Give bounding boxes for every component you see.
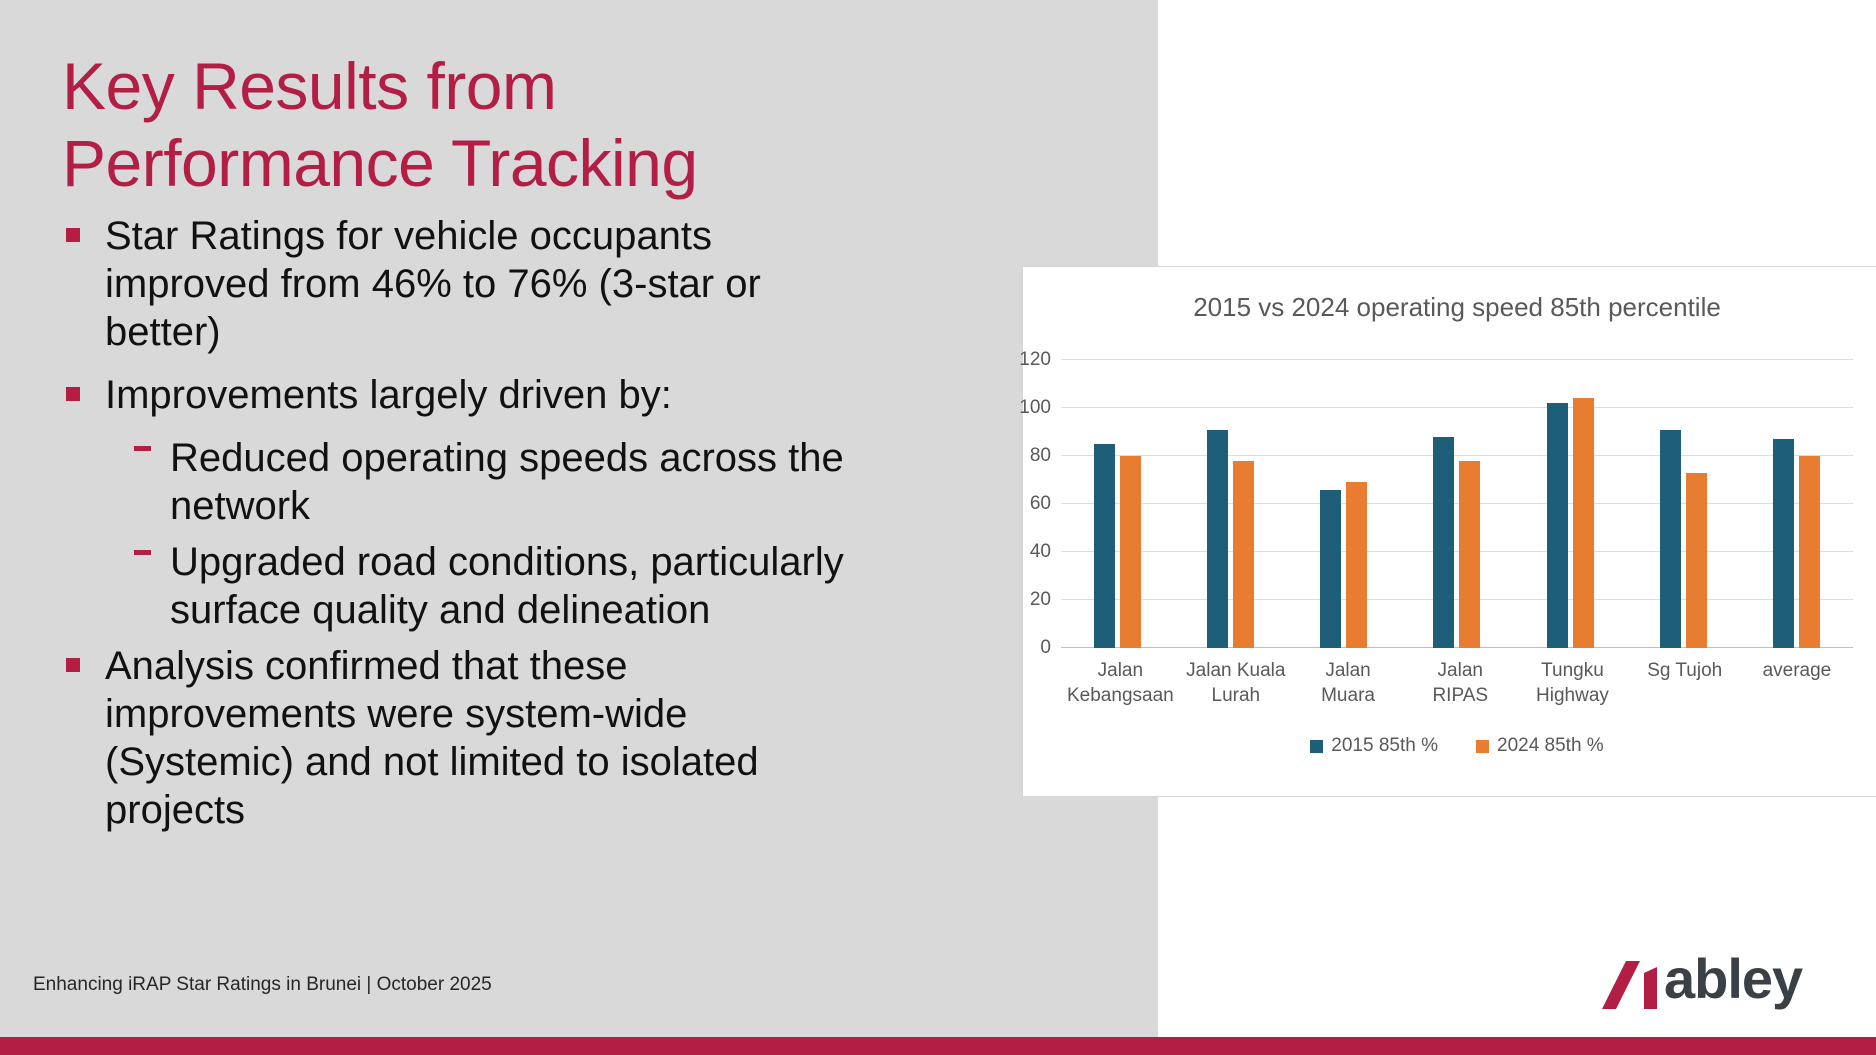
- x-axis-category-label: Jalan Kebangsaan: [1067, 660, 1174, 706]
- bottom-accent-bar: [0, 1037, 1876, 1055]
- x-axis-category-label: average: [1762, 660, 1832, 681]
- bar-group: [1740, 360, 1853, 648]
- bullet-text: Reduced operating speeds across the netw…: [170, 436, 844, 528]
- footer-text: Enhancing iRAP Star Ratings in Brunei | …: [33, 974, 492, 995]
- sub-bullet-item: Reduced operating speeds across the netw…: [62, 434, 872, 530]
- bar-2015: [1772, 439, 1794, 648]
- legend-item: 2024 85th %: [1476, 735, 1604, 757]
- abley-logo-mark-icon: [1602, 961, 1657, 1009]
- slide-title-line-1: Key Results from: [62, 49, 557, 123]
- gridline: 40: [1030, 542, 1853, 561]
- legend-label: 2024 85th %: [1497, 735, 1604, 756]
- y-axis-tick-label: 40: [1029, 541, 1051, 562]
- abley-logo-text: abley: [1664, 947, 1803, 1010]
- legend-swatch: [1476, 739, 1489, 753]
- bar-group: [1400, 360, 1513, 648]
- slide-left-background: [0, 0, 1158, 1037]
- bullet-square-marker: [66, 658, 80, 672]
- y-axis-tick-label: 20: [1029, 589, 1051, 610]
- gridline: 60: [1030, 494, 1853, 513]
- bar-2024: [1572, 398, 1594, 648]
- bar-2024: [1346, 482, 1368, 648]
- slide-title: Key Results from Performance Tracking: [62, 48, 698, 202]
- sub-bullet-item: Upgraded road conditions, particularly s…: [62, 538, 872, 634]
- bar-2015: [1207, 429, 1229, 648]
- bullet-list: Star Ratings for vehicle occupants impro…: [62, 212, 872, 849]
- legend-item: 2015 85th %: [1310, 735, 1438, 757]
- bar-2015: [1094, 444, 1116, 648]
- y-axis-tick-label: 80: [1029, 445, 1051, 466]
- gridline: 100: [1019, 398, 1853, 417]
- bar-group: [1174, 360, 1287, 648]
- bar-2024: [1685, 472, 1707, 648]
- bar-2024: [1233, 460, 1255, 648]
- gridline: 0: [1040, 638, 1853, 657]
- bullet-text: Star Ratings for vehicle occupants impro…: [105, 214, 761, 354]
- bar-groups: [1061, 360, 1853, 648]
- bullet-item: Improvements largely driven by:: [62, 371, 872, 419]
- bar-2015: [1659, 429, 1681, 648]
- bar-2015: [1320, 489, 1342, 648]
- gridline: 80: [1030, 446, 1853, 465]
- bullet-square-marker: [66, 228, 80, 242]
- slide-title-line-2: Performance Tracking: [62, 126, 698, 200]
- y-axis-tick-label: 60: [1029, 493, 1051, 514]
- chart-title: 2015 vs 2024 operating speed 85th percen…: [1193, 292, 1721, 322]
- bar-2024: [1120, 456, 1142, 648]
- bar-group: [1514, 360, 1627, 648]
- bullet-text: Upgraded road conditions, particularly s…: [170, 540, 844, 632]
- legend-swatch: [1310, 739, 1324, 753]
- x-axis-category-label: Jalan Muara: [1321, 660, 1375, 706]
- y-axis-tick-label: 120: [1019, 349, 1051, 370]
- gridline: 20: [1030, 590, 1853, 609]
- legend-label: 2015 85th %: [1331, 735, 1438, 756]
- x-axis-category-label: Jalan RIPAS: [1432, 660, 1489, 706]
- bullet-dash-marker: [134, 550, 151, 555]
- chart-legend: 2015 85th % 2024 85th %: [1061, 735, 1853, 757]
- bullet-text: Analysis confirmed that these improvemen…: [105, 644, 759, 832]
- bar-2024: [1798, 456, 1820, 648]
- chart-panel: 2015 vs 2024 operating speed 85th percen…: [1019, 266, 1876, 797]
- bullet-square-marker: [66, 387, 80, 401]
- bullet-item: Analysis confirmed that these improvemen…: [62, 642, 872, 834]
- x-axis-category-label: Tungku Highway: [1536, 660, 1609, 706]
- bar-2015: [1546, 403, 1568, 648]
- abley-logo: abley: [1602, 947, 1803, 1013]
- x-axis-category-label: Sg Tujoh: [1647, 660, 1723, 681]
- y-axis-tick-label: 0: [1040, 637, 1051, 658]
- bar-group: [1061, 360, 1174, 648]
- x-axis-category-label: Jalan Kuala Lurah: [1186, 660, 1286, 706]
- y-axis-tick-label: 100: [1019, 397, 1051, 418]
- gridline: 120: [1019, 350, 1853, 369]
- bar-group: [1287, 360, 1400, 648]
- chart-plot-area: 0 20 40 60 80 100 120: [1019, 350, 1853, 657]
- bar-2024: [1459, 460, 1481, 648]
- bullet-item: Star Ratings for vehicle occupants impro…: [62, 212, 872, 356]
- bar-2015: [1433, 436, 1455, 648]
- bar-group: [1627, 360, 1740, 648]
- chart-x-axis-labels: Jalan Kebangsaan Jalan Kuala Lurah Jalan M…: [1061, 658, 1853, 708]
- bullet-text: Improvements largely driven by:: [105, 373, 672, 417]
- bullet-dash-marker: [134, 446, 151, 451]
